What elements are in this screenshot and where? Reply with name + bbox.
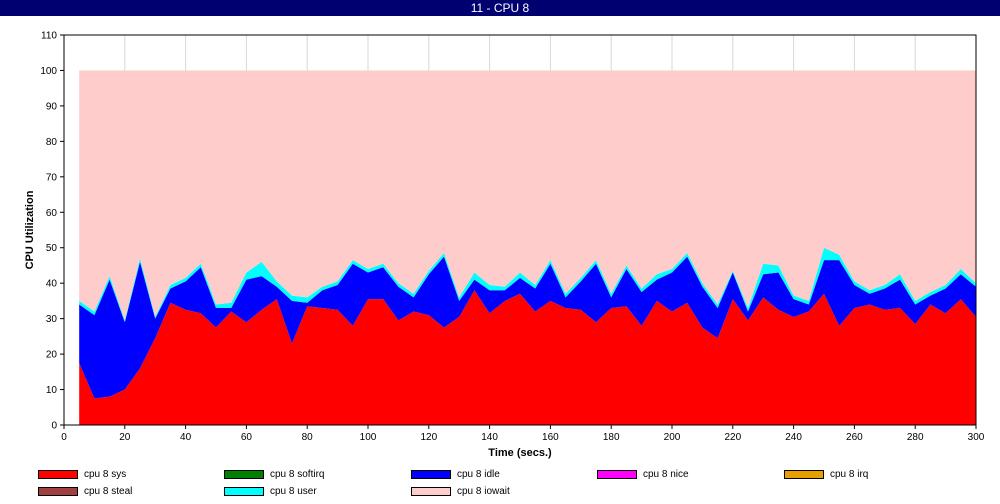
x-tick-label: 260 (846, 432, 863, 443)
legend-item: cpu 8 nice (597, 467, 689, 481)
x-tick-label: 60 (241, 432, 253, 443)
legend-item: cpu 8 irq (784, 467, 868, 481)
legend-label: cpu 8 sys (84, 468, 127, 480)
x-tick-label: 140 (481, 432, 498, 443)
y-tick-label: 20 (46, 350, 58, 361)
chart-canvas: 0 10 20 30 40 50 60 70 80 90 100 110 0 20 40 60 80 100 120… (24, 31, 985, 460)
y-tick-label: 10 (46, 385, 58, 396)
legend-label: cpu 8 user (270, 485, 317, 497)
legend-swatch (597, 469, 637, 479)
y-tick-label: 60 (46, 208, 58, 219)
legend-label: cpu 8 iowait (457, 485, 510, 497)
y-tick-label: 90 (46, 101, 58, 112)
x-tick-label: 20 (119, 432, 131, 443)
y-tick-label: 70 (46, 172, 58, 183)
x-tick-label: 160 (542, 432, 559, 443)
x-tick-label: 120 (420, 432, 437, 443)
x-axis-title: Time (secs.) (488, 447, 552, 459)
y-tick-label: 100 (40, 66, 57, 77)
legend-item: cpu 8 iowait (411, 484, 510, 498)
area-cpu-8-iowait (79, 70, 976, 321)
legend-item: cpu 8 user (224, 484, 317, 498)
legend-swatch (224, 486, 264, 496)
x-tick-label: 300 (968, 432, 985, 443)
area-cpu-8-idle (79, 256, 976, 399)
area-series-group (79, 70, 976, 425)
x-tick-label: 220 (724, 432, 741, 443)
legend-label: cpu 8 steal (84, 485, 133, 497)
y-axis-title: CPU Utilization (24, 190, 36, 269)
legend-label: cpu 8 nice (643, 468, 689, 480)
y-tick-label: 110 (41, 31, 57, 42)
legend-item: cpu 8 softirq (224, 467, 324, 481)
axis-ticks: 0 10 20 30 40 50 60 70 80 90 100 110 0 20 40 60 80 100 120… (40, 31, 984, 444)
legend-label: cpu 8 softirq (270, 468, 325, 480)
y-tick-label: 0 (51, 421, 57, 432)
area-cpu-8-sys (79, 290, 976, 425)
legend-swatch (38, 486, 78, 496)
legend: cpu 8 sys cpu 8 softirq cpu 8 idle cpu 8 ni… (0, 464, 1000, 504)
x-tick-label: 280 (907, 432, 924, 443)
legend-swatch (784, 469, 824, 479)
legend-label: cpu 8 irq (830, 468, 869, 480)
x-tick-label: 40 (180, 432, 192, 443)
x-tick-label: 240 (785, 432, 802, 443)
x-tick-label: 100 (360, 432, 377, 443)
legend-swatch (224, 469, 264, 479)
y-tick-label: 30 (46, 314, 58, 325)
legend-swatch (411, 486, 451, 496)
y-tick-label: 80 (46, 137, 58, 148)
legend-swatch (411, 469, 451, 479)
y-tick-label: 40 (46, 279, 58, 290)
x-tick-label: 0 (61, 432, 67, 443)
legend-swatch (38, 469, 78, 479)
legend-label: cpu 8 idle (457, 468, 500, 480)
x-tick-label: 180 (603, 432, 620, 443)
cpu-utilization-chart: 0 10 20 30 40 50 60 70 80 90 100 110 0 20 40 60 80 100 120… (0, 16, 1000, 464)
legend-item: cpu 8 idle (411, 467, 500, 481)
legend-item: cpu 8 sys (38, 467, 126, 481)
x-tick-label: 80 (302, 432, 314, 443)
window-title: 11 - CPU 8 (0, 0, 1000, 16)
legend-item: cpu 8 steal (38, 484, 132, 498)
x-tick-label: 200 (664, 432, 681, 443)
y-tick-label: 50 (46, 243, 58, 254)
plot-frame (63, 34, 977, 426)
